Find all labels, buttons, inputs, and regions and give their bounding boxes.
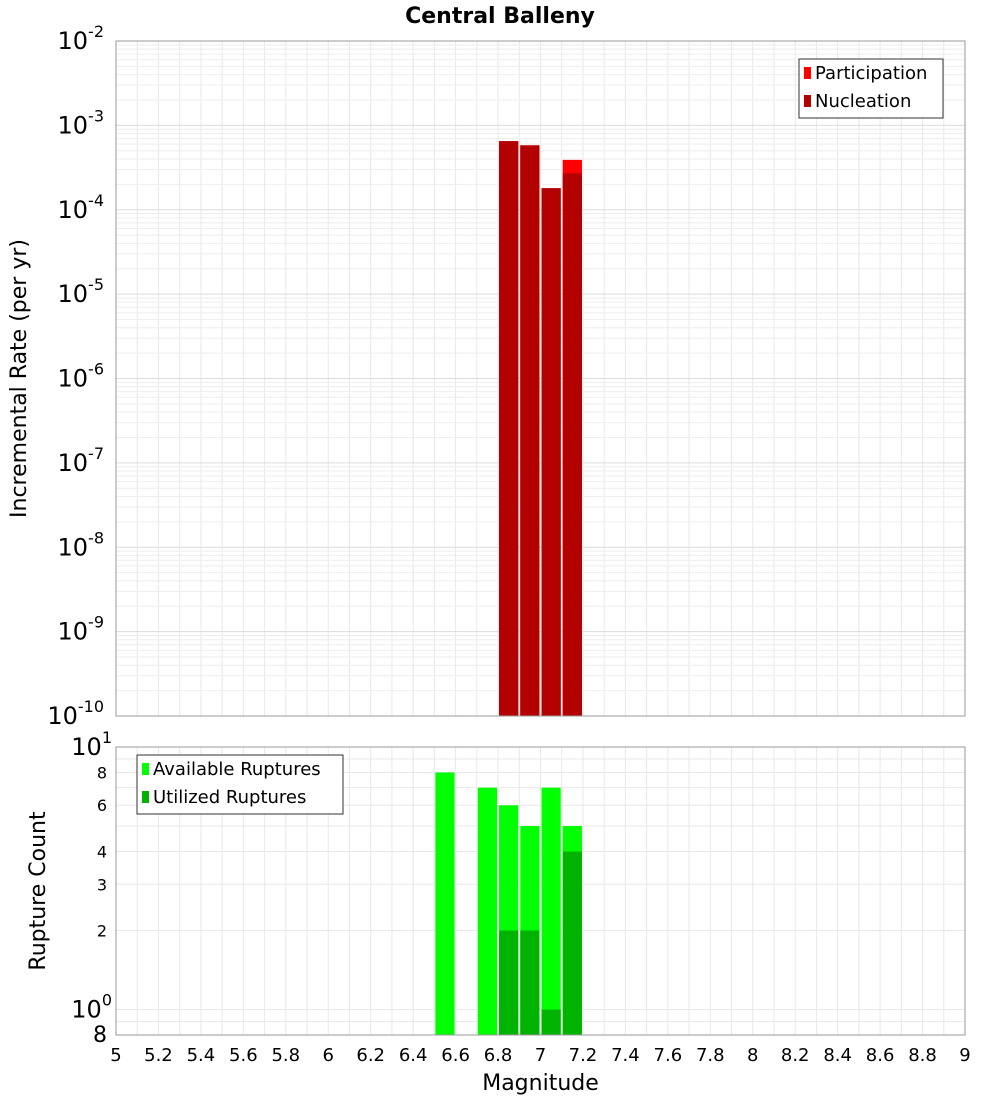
x-tick-label: 8 <box>747 1045 758 1066</box>
x-tick-label: 6.4 <box>399 1045 428 1066</box>
x-tick-label: 8.4 <box>823 1045 852 1066</box>
top-plot-frame <box>115 40 966 717</box>
x-tick-label: 7.4 <box>611 1045 640 1066</box>
x-tick-label: 6.2 <box>356 1045 385 1066</box>
x-tick-label: 8.6 <box>866 1045 895 1066</box>
x-tick-label: 8.2 <box>781 1045 810 1066</box>
x-tick-label: 6 <box>323 1045 334 1066</box>
y-tick-label: 10-4 <box>58 191 105 224</box>
legend-label: Participation <box>815 63 927 84</box>
y-tick-label: 8 <box>93 1023 107 1048</box>
bottom-bar-utilized-ruptures <box>541 1009 561 1035</box>
legend-box <box>798 58 944 119</box>
y-tick-label: 10-8 <box>58 528 105 561</box>
bottom-plot-frame <box>115 746 966 1036</box>
bottom-bar-utilized-ruptures <box>562 851 582 1035</box>
top-gridlines <box>116 41 965 716</box>
x-tick-label: 5 <box>110 1045 121 1066</box>
x-tick-label: 6.8 <box>484 1045 513 1066</box>
y-tick-label: 3 <box>97 875 107 894</box>
y-tick-label: 2 <box>97 922 107 941</box>
bottom-bar-utilized-ruptures <box>499 930 519 1035</box>
y-tick-label: 10-10 <box>47 697 104 730</box>
y-tick-label: 10-5 <box>58 275 105 308</box>
bottom-bar-available-ruptures <box>435 772 455 1035</box>
x-tick-label: 6.6 <box>441 1045 470 1066</box>
y-tick-label: 10-6 <box>58 360 105 393</box>
y-tick-label: 10-9 <box>58 613 105 646</box>
legend-box <box>136 754 344 815</box>
legend-label: Nucleation <box>815 91 911 112</box>
legend-label: Available Ruptures <box>153 759 321 780</box>
y-tick-label: 6 <box>97 796 107 815</box>
chart-title: Central Balleny <box>405 4 595 29</box>
x-tick-labels: 5 5.2 5.4 5.6 5.8 6 6.2 6.4 6.6 6.8 7 7.2 7.4 7.6 7.8 8… <box>110 1045 970 1066</box>
top-bars <box>499 141 582 717</box>
top-bar-nucleation <box>520 145 540 717</box>
top-bar-nucleation <box>562 173 582 716</box>
legend-swatch <box>804 67 811 79</box>
y-tick-label: 10-7 <box>58 444 105 477</box>
x-tick-label: 5.4 <box>187 1045 216 1066</box>
bottom-bar-utilized-ruptures <box>520 930 540 1035</box>
x-tick-label: 5.2 <box>144 1045 173 1066</box>
y-tick-label: 8 <box>97 763 107 782</box>
top-y-axis-label: Incremental Rate (per yr) <box>7 239 32 518</box>
legend-swatch <box>142 791 149 803</box>
legend-swatch <box>142 763 149 775</box>
top-bar-nucleation <box>499 141 519 717</box>
x-tick-label: 7.8 <box>696 1045 725 1066</box>
top-y-tick-labels: 10-10 10-9 10-8 10-7 10-6 10-5 10-4 10-3 10-2 <box>47 22 104 730</box>
x-tick-label: 7.6 <box>654 1045 683 1066</box>
bottom-legend: Available Ruptures Utilized Ruptures <box>136 754 344 815</box>
x-tick-label: 7.2 <box>569 1045 598 1066</box>
x-tick-label: 5.6 <box>229 1045 258 1066</box>
y-tick-label: 101 <box>71 728 112 761</box>
bottom-y-axis-label: Rupture Count <box>26 811 51 971</box>
y-tick-label: 10-2 <box>58 22 105 55</box>
top-bar-nucleation <box>541 188 561 717</box>
legend-label: Utilized Ruptures <box>153 787 306 808</box>
bottom-y-tick-labels: 100 101 8 2 3 4 6 8 <box>71 728 112 1048</box>
y-tick-label: 100 <box>71 991 112 1024</box>
x-axis-label: Magnitude <box>482 1071 599 1096</box>
y-tick-label: 10-3 <box>58 106 105 139</box>
y-tick-label: 4 <box>97 842 107 861</box>
x-tick-label: 9 <box>959 1045 970 1066</box>
x-tick-label: 5.8 <box>271 1045 300 1066</box>
x-tick-label: 8.8 <box>908 1045 937 1066</box>
bottom-bar-available-ruptures <box>541 787 561 1035</box>
legend-swatch <box>804 95 811 107</box>
x-tick-label: 7 <box>535 1045 546 1066</box>
bottom-bars <box>435 772 582 1035</box>
top-legend: Participation Nucleation <box>798 58 944 119</box>
bottom-bar-available-ruptures <box>477 787 498 1035</box>
